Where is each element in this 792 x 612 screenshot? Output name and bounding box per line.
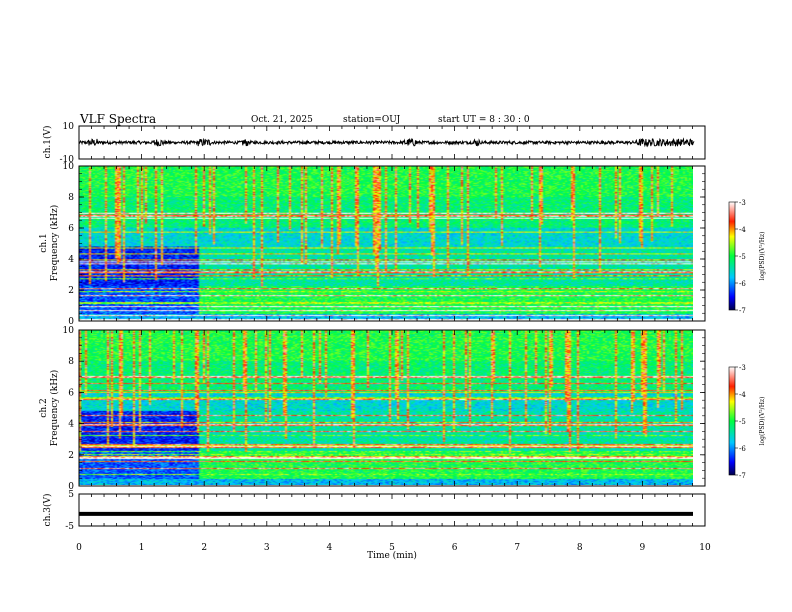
colorbar-tick-label: -3 — [739, 199, 746, 207]
y-tick-label: 4 — [68, 420, 74, 430]
colorbar-tick-label: -6 — [739, 445, 746, 453]
colorbar-tick-label: -5 — [739, 253, 746, 261]
y-tick-label: 10 — [63, 326, 75, 336]
spectrogram-ch2-image — [79, 330, 693, 485]
x-tick-label: 0 — [76, 543, 82, 553]
x-tick-label: 7 — [514, 543, 520, 553]
x-tick-label: 9 — [640, 543, 646, 553]
y-tick-label: 10 — [63, 162, 75, 172]
spectrogram-ch2-panel — [78, 329, 706, 487]
colorbar-tick-label: -7 — [739, 307, 746, 315]
colorbar-tick-label: -6 — [739, 280, 746, 288]
y-tick-label: 0 — [68, 317, 74, 327]
x-axis-title: Time (min) — [367, 550, 417, 561]
colorbar-tick-label: -4 — [739, 226, 746, 234]
colorbar-ch1-scale — [728, 201, 736, 311]
colorbar-ch2 — [728, 366, 736, 476]
ch3-ylabel: ch.3(V) — [42, 494, 53, 527]
y-tick-label: 2 — [68, 451, 74, 461]
chart-title: VLF Spectra — [80, 112, 157, 126]
ch1-spec-ylabel: Frequency (kHz) — [49, 205, 60, 282]
ch2-spec-channel-label: ch.2 — [39, 398, 49, 417]
colorbar-label: log(PSD)(V²/Hz) — [759, 232, 766, 281]
ch1-ylabel: ch.1(V) — [42, 126, 53, 159]
ch1-spec-channel-label: ch.1 — [39, 233, 49, 252]
colorbar-ch1 — [728, 201, 736, 311]
x-tick-label: 3 — [264, 543, 270, 553]
colorbar-tick-label: -4 — [739, 391, 746, 399]
y-tick-label: 6 — [68, 388, 74, 398]
y-tick-label: 5 — [68, 490, 74, 500]
axis-ticks — [78, 125, 738, 527]
colorbar-tick-label: -7 — [739, 472, 746, 480]
colorbar-label: log(PSD)(V²/Hz) — [759, 397, 766, 446]
y-tick-label: 4 — [68, 255, 74, 265]
spectrogram-ch1-image — [79, 166, 693, 320]
y-tick-label: -10 — [60, 155, 75, 165]
x-tick-label: 1 — [139, 543, 145, 553]
colorbar-tick-label: -5 — [739, 418, 746, 426]
y-tick-label: 10 — [63, 122, 75, 132]
x-tick-label: 5 — [389, 543, 395, 553]
y-tick-label: 8 — [68, 193, 74, 203]
station-label: station=OUJ — [343, 115, 401, 125]
y-tick-label: 2 — [68, 286, 74, 296]
y-tick-label: 0 — [68, 482, 74, 492]
x-tick-label: 4 — [327, 543, 333, 553]
date-label: Oct. 21, 2025 — [251, 115, 313, 125]
x-tick-label: 10 — [699, 543, 711, 553]
start-ut-label: start UT = 8 : 30 : 0 — [438, 115, 530, 125]
y-tick-label: 6 — [68, 224, 74, 234]
spectrogram-ch1-panel — [78, 165, 706, 322]
x-tick-label: 8 — [577, 543, 583, 553]
x-tick-label: 6 — [452, 543, 458, 553]
ch2-spec-ylabel: Frequency (kHz) — [49, 370, 60, 447]
waveform-ch1-line — [78, 137, 695, 148]
colorbar-ch2-scale — [728, 366, 736, 476]
y-tick-label: -5 — [65, 522, 74, 532]
x-tick-label: 2 — [201, 543, 207, 553]
colorbar-tick-label: -3 — [739, 364, 746, 372]
y-tick-label: 8 — [68, 357, 74, 367]
